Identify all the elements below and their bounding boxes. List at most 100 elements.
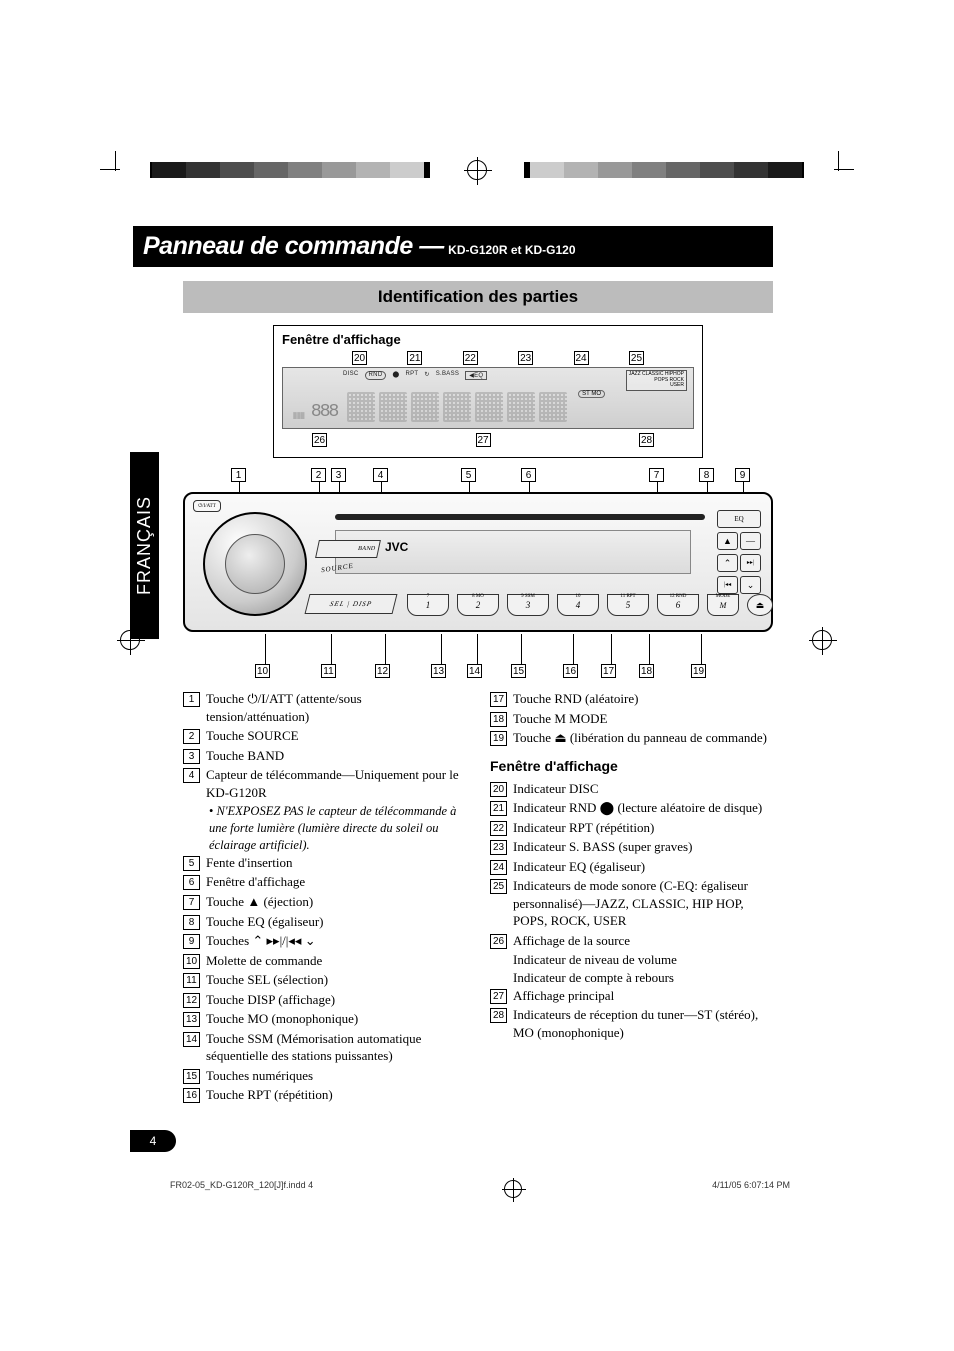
callout-26: 26 — [312, 433, 327, 447]
title-main: Panneau de commande — — [143, 232, 444, 260]
callout-number: 9 — [183, 934, 200, 949]
number-button-5: 511 RPT — [607, 594, 649, 616]
power-button: ⏻/I/ATT — [193, 500, 221, 512]
list-item-cont: Indicateur de compte à rebours — [513, 969, 773, 987]
footer-file: FR02-05_KD-G120R_120[J]f.indd 4 — [170, 1180, 313, 1198]
list-item: 27Affichage principal — [490, 987, 773, 1005]
list-item: 4Capteur de télécommande—Uniquement pour… — [183, 766, 466, 801]
list-item: 10Molette de commande — [183, 952, 466, 970]
footer-timestamp: 4/11/05 6:07:14 PM — [712, 1180, 790, 1198]
callout-number: 3 — [183, 749, 200, 764]
callout-number: 2 — [183, 729, 200, 744]
callout-10: 10 — [255, 664, 270, 678]
callout-24: 24 — [574, 351, 589, 365]
list-item: 11 Touche SEL (sélection) — [183, 971, 466, 989]
list-item: 25Indicateurs de mode sonore (C-EQ: égal… — [490, 877, 773, 930]
list-item-text: Touche ⏏ (libération du panneau de comma… — [513, 729, 773, 747]
mode-button: MMODE — [707, 594, 739, 616]
subheading: Fenêtre d'affichage — [490, 757, 773, 776]
face-panel: ⏻/I/ATT BAND JVC SOURCE SEL | DISP 1728 … — [183, 492, 773, 632]
list-item: 12 Touche DISP (affichage) — [183, 991, 466, 1009]
section-heading: Identification des parties — [183, 281, 773, 313]
list-item-text: Touche SEL (sélection) — [206, 971, 466, 989]
title-bar: Panneau de commande — KD-G120R et KD-G12… — [133, 226, 773, 267]
number-button-6: 612 RND — [657, 594, 699, 616]
list-item-cont: Indicateur de niveau de volume — [513, 951, 773, 969]
list-item-text: Touche ⏻/I/ATT (attente/sous tension/att… — [206, 690, 466, 725]
list-item: 20Indicateur DISC — [490, 780, 773, 798]
lcd-screen: DISC RND ⬤ RPT ↻ S.BASS ◀EQ JAZZ CLASSIC… — [282, 367, 694, 429]
registration-mark-right-icon — [812, 630, 832, 650]
callout-number: 7 — [183, 895, 200, 910]
down-button: ⌄ — [740, 576, 761, 594]
callout-25: 25 — [629, 351, 644, 365]
release-button: ⏏ — [747, 594, 773, 616]
callout-number: 6 — [183, 875, 200, 890]
list-item: 15Touches numériques — [183, 1067, 466, 1085]
eject-button: ▲ — [717, 532, 738, 550]
list-item: 3Touche BAND — [183, 747, 466, 765]
control-dial — [203, 512, 307, 616]
callout-8: 8 — [699, 468, 714, 482]
list-item: 13 Touche MO (monophonique) — [183, 1010, 466, 1028]
page-content: Panneau de commande — KD-G120R et KD-G12… — [183, 226, 773, 1106]
footer-registration-mark-icon — [504, 1180, 522, 1198]
callout-number: 12 — [183, 993, 200, 1008]
list-item-text: Touches numériques — [206, 1067, 466, 1085]
language-tab: FRANÇAIS — [130, 452, 159, 639]
callout-number: 27 — [490, 989, 507, 1004]
list-item-text: Touche ▲ (éjection) — [206, 893, 466, 911]
callout-number: 28 — [490, 1008, 507, 1023]
title-sub: KD-G120R et KD-G120 — [448, 243, 575, 257]
description-columns: 1Touche ⏻/I/ATT (attente/sous tension/at… — [183, 690, 773, 1106]
list-item-text: Touche RND (aléatoire) — [513, 690, 773, 708]
page-number: 4 — [130, 1130, 176, 1152]
callout-14: 14 — [467, 664, 482, 678]
callout-18: 18 — [639, 664, 654, 678]
list-item: 1Touche ⏻/I/ATT (attente/sous tension/at… — [183, 690, 466, 725]
list-item-text: Indicateur S. BASS (super graves) — [513, 838, 773, 856]
callout-number: 20 — [490, 782, 507, 797]
list-item: 6Fenêtre d'affichage — [183, 873, 466, 891]
list-item: 28Indicateurs de réception du tuner—ST (… — [490, 1006, 773, 1041]
list-item: 24Indicateur EQ (égaliseur) — [490, 858, 773, 876]
lcd-rnd: RND — [365, 371, 387, 380]
list-item: 2 Touche SOURCE — [183, 727, 466, 745]
callout-3: 3 — [331, 468, 346, 482]
callout-1: 1 — [231, 468, 246, 482]
list-item-text: Affichage de la source — [513, 932, 773, 950]
callout-number: 5 — [183, 856, 200, 871]
face-panel-diagram: 123456789 ⏻/I/ATT BAND JVC SOURCE SEL | … — [183, 468, 773, 678]
left-column: 1Touche ⏻/I/ATT (attente/sous tension/at… — [183, 690, 466, 1106]
cd-slot — [335, 514, 705, 520]
display-window-diagram: Fenêtre d'affichage 20 21 22 23 24 25 DI… — [273, 325, 703, 458]
callout-number: 11 — [183, 973, 200, 988]
number-button-2: 28 MO — [457, 594, 499, 616]
list-item-text: Touche SOURCE — [206, 727, 466, 745]
number-button-4: 410 — [557, 594, 599, 616]
side-buttons: EQ ▲ — ⌃ ▸▸| |◂◂ ⌄ — [717, 510, 761, 594]
dash-button: — — [740, 532, 761, 550]
list-item: 26 Affichage de la source — [490, 932, 773, 950]
callout-11: 11 — [321, 664, 336, 678]
printer-marks-top — [0, 145, 954, 195]
callout-number: 19 — [490, 731, 507, 746]
list-item: 16Touche RPT (répétition) — [183, 1086, 466, 1104]
list-item-text: Touche DISP (affichage) — [206, 991, 466, 1009]
callout-number: 24 — [490, 860, 507, 875]
list-item-text: Touche MO (monophonique) — [206, 1010, 466, 1028]
callout-number: 26 — [490, 934, 507, 949]
callout-28: 28 — [639, 433, 654, 447]
list-item-text: Indicateurs de mode sonore (C-EQ: égalis… — [513, 877, 773, 930]
jvc-logo: JVC — [385, 540, 408, 554]
list-item-text: Touches ⌃ ▸▸|/|◂◂ ⌄ — [206, 932, 466, 950]
display-top-callouts: 20 21 22 23 24 25 — [282, 351, 694, 365]
callout-number: 18 — [490, 712, 507, 727]
callout-22: 22 — [463, 351, 478, 365]
callout-number: 13 — [183, 1012, 200, 1027]
number-button-1: 17 — [407, 594, 449, 616]
callout-number: 4 — [183, 768, 200, 783]
list-item: 9 Touches ⌃ ▸▸|/|◂◂ ⌄ — [183, 932, 466, 950]
list-item: 14Touche SSM (Mémorisation automatique s… — [183, 1030, 466, 1065]
callout-23: 23 — [518, 351, 533, 365]
